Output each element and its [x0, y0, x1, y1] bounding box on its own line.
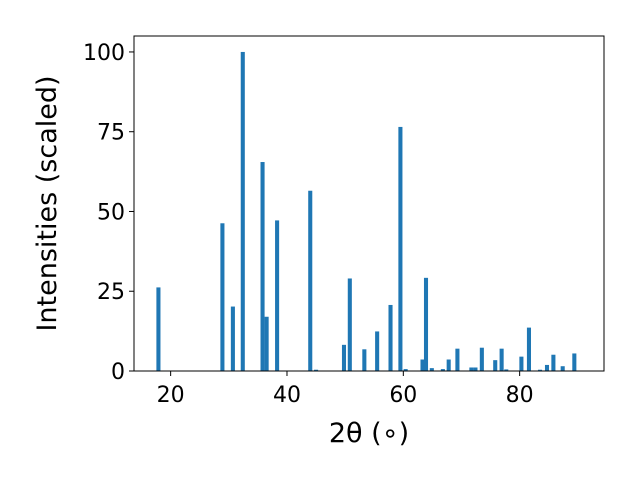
x-tick-label: 20 [157, 383, 185, 408]
bar [551, 354, 556, 371]
bar [446, 359, 451, 371]
x-axis-label: 2θ (∘) [329, 418, 409, 449]
y-axis-ticks: 0 25 50 75 100 [83, 41, 134, 385]
bar [347, 278, 352, 371]
bar [499, 348, 504, 371]
bar [526, 327, 531, 371]
bar [275, 220, 280, 371]
bar [240, 51, 245, 371]
x-tick-label: 40 [273, 383, 301, 408]
bar [403, 369, 408, 371]
bar [375, 331, 380, 371]
x-tick-label: 80 [506, 383, 534, 408]
bar [314, 369, 319, 371]
y-tick-label: 25 [97, 280, 125, 305]
bar [473, 367, 478, 371]
bar [308, 190, 313, 371]
bar [230, 306, 235, 371]
bar [504, 369, 509, 371]
bar [560, 366, 565, 371]
bar [423, 277, 429, 371]
y-tick-label: 0 [111, 360, 125, 385]
bar [264, 316, 269, 371]
bar [429, 368, 434, 371]
bar [420, 359, 425, 371]
bar [260, 162, 265, 371]
bar [544, 364, 550, 371]
y-axis-label: Intensities (scaled) [32, 75, 63, 331]
bar [341, 344, 347, 371]
bar [156, 287, 161, 371]
bars-group [156, 51, 577, 371]
y-tick-label: 50 [97, 200, 125, 225]
bar [455, 348, 460, 371]
bar [398, 126, 403, 371]
x-tick-label: 60 [389, 383, 417, 408]
bar [469, 367, 474, 371]
bar [362, 349, 367, 371]
y-tick-label: 75 [97, 121, 125, 146]
bar [479, 347, 484, 371]
plot-frame [133, 35, 605, 372]
y-tick-label: 100 [83, 41, 125, 66]
bar [220, 223, 225, 371]
x-axis-ticks: 20 40 60 80 [157, 371, 534, 408]
bar [388, 304, 393, 371]
bar [572, 353, 577, 371]
bar [519, 356, 524, 371]
bar [537, 369, 543, 371]
bar [493, 360, 498, 371]
bar [440, 369, 445, 371]
